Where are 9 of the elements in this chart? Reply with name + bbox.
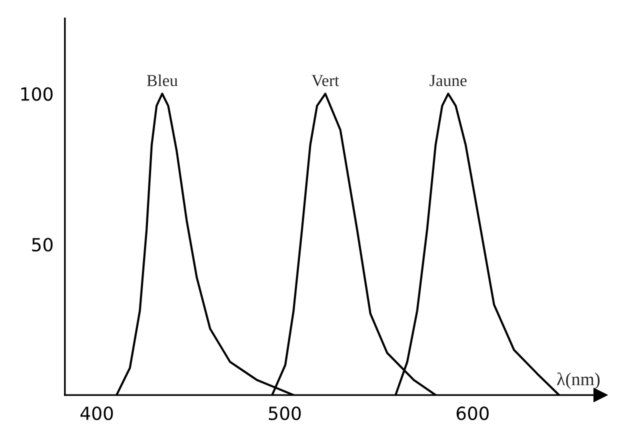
annotation: Jaune (430, 75, 467, 86)
annotation: Vert (312, 75, 340, 86)
x-tick-label: 400 (80, 406, 113, 420)
y-tick-label: 50 (32, 238, 53, 252)
x-tick-label: 500 (268, 406, 301, 420)
y-tick-label: 100 (21, 87, 53, 101)
x-tick-label: 600 (456, 406, 489, 420)
x-axis-title: λ(nm) (557, 372, 600, 390)
annotation: Bleu (146, 74, 178, 86)
